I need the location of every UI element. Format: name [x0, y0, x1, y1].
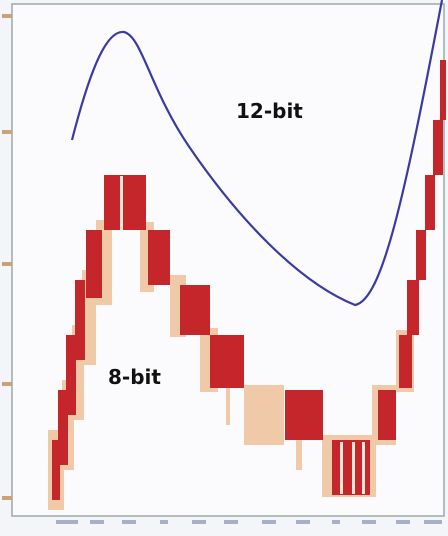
12-bit-label: 12-bit: [236, 99, 303, 123]
bottom-axis-ticks: [56, 520, 442, 524]
left-axis-ticks: [2, 14, 12, 500]
12-bit-waveform: [70, 0, 444, 307]
8-bit-waveform: [48, 60, 446, 510]
8-bit-label: 8-bit: [108, 365, 161, 389]
